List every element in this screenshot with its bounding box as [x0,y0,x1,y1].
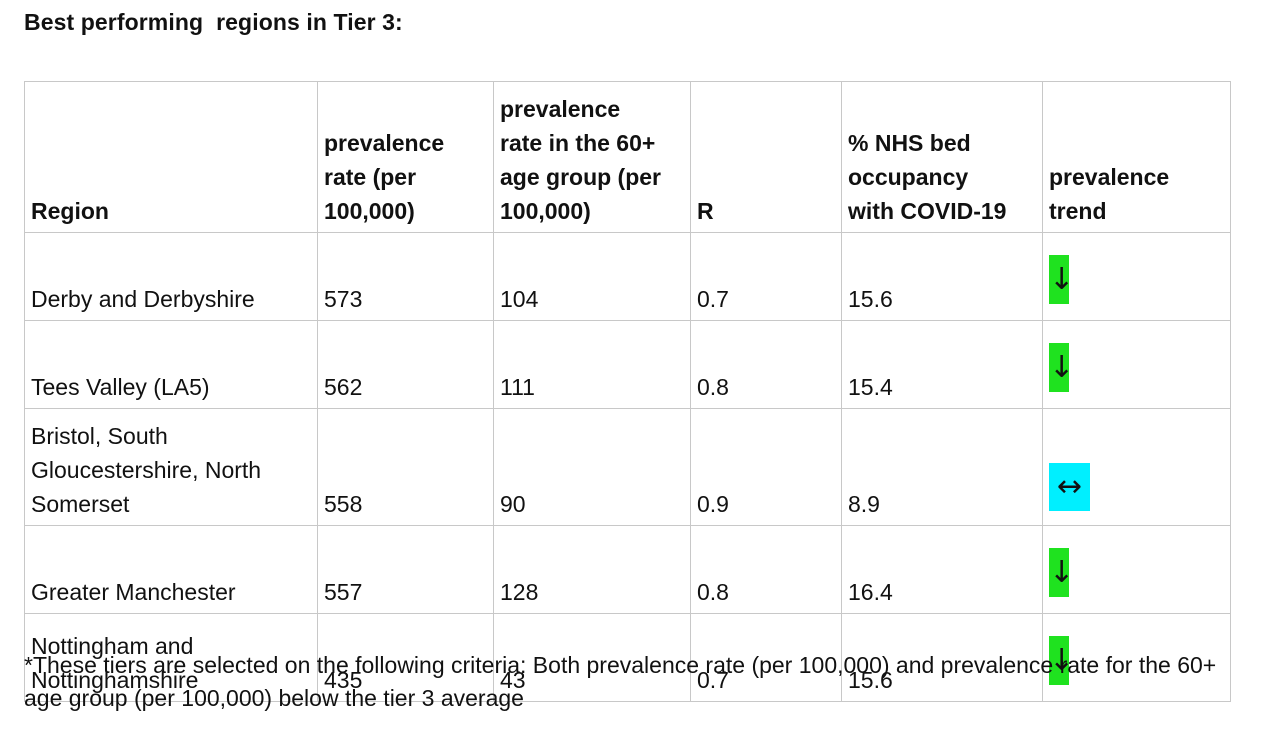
prevalence-cell: 558 [317,408,494,526]
prevalence-60-cell: 43 [493,613,691,702]
table-row: Bristol, South Gloucestershire, North So… [24,408,1231,526]
header-region: Region [24,81,318,233]
table-header-row: Region prevalence rate (per 100,000) pre… [24,81,1231,233]
trend-cell: ↓ [1042,320,1231,409]
region-cell: Bristol, South Gloucestershire, North So… [24,408,318,526]
r-cell: 0.9 [690,408,842,526]
table-row: Greater Manchester 557 128 0.8 16.4 ↓ [24,525,1231,614]
bed-occupancy-cell: 8.9 [841,408,1043,526]
footnote: *These tiers are selected on the followi… [24,652,1217,711]
r-cell: 0.7 [690,232,842,321]
prevalence-60-cell: 90 [493,408,691,526]
bed-occupancy-cell: 15.4 [841,320,1043,409]
header-prevalence-60: prevalence rate in the 60+ age group (pe… [493,81,691,233]
down-arrow-icon: ↓ [1049,255,1074,304]
prevalence-cell: 573 [317,232,494,321]
region-cell: Tees Valley (LA5) [24,320,318,409]
down-arrow-icon: ↓ [1049,343,1074,392]
region-cell: Greater Manchester [24,525,318,614]
trend-cell: ↓ [1042,613,1231,702]
trend-cell: ↓ [1042,525,1231,614]
down-arrow-icon: ↓ [1049,548,1074,597]
left-right-arrow-icon: ↔ [1049,463,1090,511]
bed-occupancy-cell: 15.6 [841,613,1043,702]
prevalence-60-cell: 111 [493,320,691,409]
prevalence-60-cell: 104 [493,232,691,321]
r-cell: 0.7 [690,613,842,702]
bed-occupancy-cell: 15.6 [841,232,1043,321]
prevalence-60-cell: 128 [493,525,691,614]
page-title: Best performing regions in Tier 3: [24,9,403,35]
region-cell: Nottingham and Nottinghamshire [24,613,318,702]
header-prevalence-trend: prevalence trend [1042,81,1231,233]
trend-cell: ↓ [1042,232,1231,321]
regions-table: Region prevalence rate (per 100,000) pre… [24,81,1231,702]
region-cell: Derby and Derbyshire [24,232,318,321]
table-row: Derby and Derbyshire 573 104 0.7 15.6 ↓ [24,232,1231,321]
r-cell: 0.8 [690,320,842,409]
table-row: Tees Valley (LA5) 562 111 0.8 15.4 ↓ [24,320,1231,409]
trend-cell: ↔ [1042,408,1231,526]
bed-occupancy-cell: 16.4 [841,525,1043,614]
header-bed-occupancy: % NHS bed occupancy with COVID-19 [841,81,1043,233]
table-row: Nottingham and Nottinghamshire 435 43 0.… [24,613,1231,702]
r-cell: 0.8 [690,525,842,614]
header-prevalence-rate: prevalence rate (per 100,000) [317,81,494,233]
header-r: R [690,81,842,233]
prevalence-cell: 562 [317,320,494,409]
prevalence-cell: 557 [317,525,494,614]
